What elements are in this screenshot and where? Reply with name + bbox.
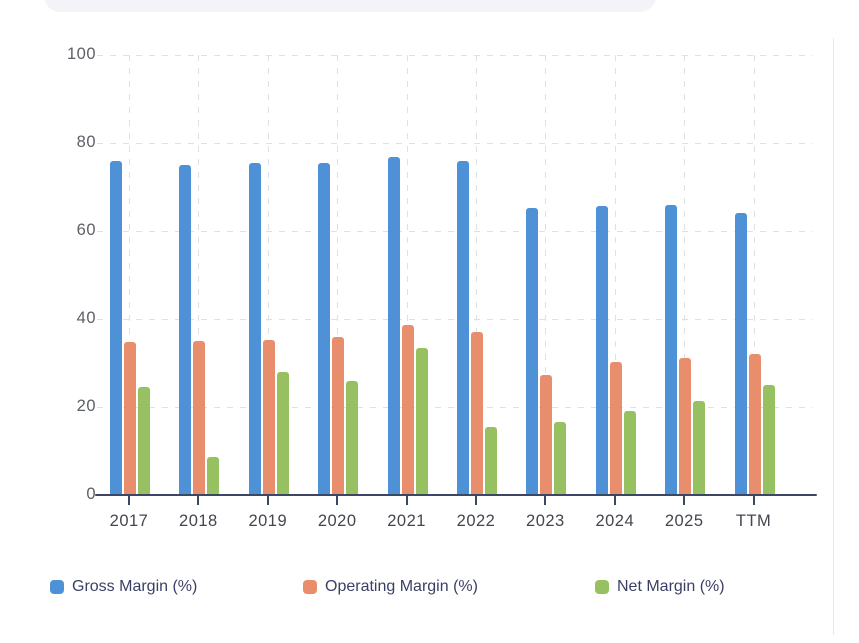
operating-margin-bar-TTM[interactable] xyxy=(748,354,761,495)
net-margin-bar-2020[interactable] xyxy=(346,380,359,495)
x-axis-tick-2025 xyxy=(683,496,686,505)
x-axis-label-2022: 2022 xyxy=(456,512,496,530)
net-margin-swatch-icon xyxy=(595,580,609,594)
x-axis-label-2017: 2017 xyxy=(109,512,149,530)
gross-margin-swatch-icon xyxy=(50,580,64,594)
x-axis-tick-2022 xyxy=(475,496,477,505)
operating-margin-bar-2022[interactable] xyxy=(471,332,483,495)
x-axis-label-2025: 2025 xyxy=(664,512,704,530)
x-axis-tick-TTM xyxy=(752,496,755,505)
x-axis-label-2018: 2018 xyxy=(179,512,218,530)
net-margin-bar-2017[interactable] xyxy=(138,387,150,495)
toolbar-card xyxy=(44,0,656,12)
x-axis-label-2024: 2024 xyxy=(595,512,635,530)
gross-margin-bar-2017[interactable] xyxy=(110,161,122,495)
y-axis-label-20: 20 xyxy=(76,397,96,415)
gridline-x-2023 xyxy=(545,55,547,494)
x-axis-tick-2023 xyxy=(544,496,547,505)
net-margin-bar-2018[interactable] xyxy=(207,456,220,495)
gross-margin-bar-TTM[interactable] xyxy=(734,212,747,495)
x-axis-tick-2017 xyxy=(128,496,130,505)
y-axis-label-80: 80 xyxy=(76,133,96,151)
gridline-x-2022 xyxy=(476,55,477,494)
y-axis-label-100: 100 xyxy=(66,45,96,63)
gross-margin-bar-2022[interactable] xyxy=(457,161,469,495)
y-axis-label-60: 60 xyxy=(76,221,96,239)
gross-margin-bar-2024[interactable] xyxy=(595,206,608,495)
legend-label-net-margin: Net Margin (%) xyxy=(617,578,725,595)
gridline-x-2025 xyxy=(684,55,686,494)
legend-label-gross-margin: Gross Margin (%) xyxy=(72,578,198,595)
gross-margin-bar-2023[interactable] xyxy=(526,207,539,495)
operating-margin-bar-2020[interactable] xyxy=(332,336,345,495)
x-axis-label-2019: 2019 xyxy=(248,512,288,530)
y-axis-label-40: 40 xyxy=(76,309,96,327)
gridline-x-2020 xyxy=(337,55,339,494)
gridline-y-40 xyxy=(97,319,813,320)
net-margin-bar-2024[interactable] xyxy=(623,410,636,495)
x-axis-tick-2020 xyxy=(336,496,339,505)
operating-margin-bar-2023[interactable] xyxy=(540,375,553,495)
net-margin-bar-2025[interactable] xyxy=(693,400,706,495)
x-axis-label-2020: 2020 xyxy=(317,512,357,530)
gross-margin-bar-2020[interactable] xyxy=(318,163,331,495)
plot-area xyxy=(97,55,813,495)
legend-label-operating-margin: Operating Margin (%) xyxy=(325,578,478,595)
y-axis-label-0: 0 xyxy=(86,485,96,503)
x-axis-line xyxy=(95,494,817,496)
gross-margin-bar-2025[interactable] xyxy=(665,204,678,495)
gross-margin-bar-2019[interactable] xyxy=(248,163,261,495)
operating-margin-bar-2024[interactable] xyxy=(609,362,622,495)
operating-margin-bar-2021[interactable] xyxy=(401,325,414,495)
gridline-x-2017 xyxy=(129,55,130,494)
operating-margin-bar-2017[interactable] xyxy=(124,341,136,495)
gridline-x-TTM xyxy=(753,55,755,494)
operating-margin-bar-2025[interactable] xyxy=(679,357,692,495)
x-axis-label-2021: 2021 xyxy=(387,512,426,530)
operating-margin-bar-2018[interactable] xyxy=(193,341,206,495)
operating-margin-bar-2019[interactable] xyxy=(262,339,275,495)
legend-item-net-margin[interactable]: Net Margin (%) xyxy=(595,578,725,596)
x-axis-tick-2024 xyxy=(613,496,616,505)
gridline-x-2024 xyxy=(614,55,616,494)
x-axis-tick-2021 xyxy=(405,496,408,505)
gridline-y-100 xyxy=(97,55,813,56)
gridline-y-20 xyxy=(97,407,813,408)
gridline-y-80 xyxy=(97,143,813,144)
gross-margin-bar-2018[interactable] xyxy=(179,165,192,495)
net-margin-bar-TTM[interactable] xyxy=(762,384,775,495)
gridline-x-2018 xyxy=(198,55,200,494)
net-margin-bar-2023[interactable] xyxy=(554,421,567,495)
net-margin-bar-2021[interactable] xyxy=(415,347,428,495)
net-margin-bar-2019[interactable] xyxy=(276,372,289,495)
x-axis-label-2023: 2023 xyxy=(526,512,565,530)
x-axis-label-TTM: TTM xyxy=(735,512,772,530)
gross-margin-bar-2021[interactable] xyxy=(387,156,400,495)
x-axis-tick-2018 xyxy=(197,496,200,505)
x-axis-tick-2019 xyxy=(266,496,269,505)
legend-item-operating-margin[interactable]: Operating Margin (%) xyxy=(303,578,478,596)
net-margin-bar-2022[interactable] xyxy=(485,426,497,495)
right-divider xyxy=(833,38,834,635)
operating-margin-swatch-icon xyxy=(303,580,317,594)
chart-legend: Gross Margin (%) Operating Margin (%) Ne… xyxy=(0,578,859,598)
gridline-y-60 xyxy=(97,231,813,232)
gridline-x-2021 xyxy=(406,55,408,494)
gridline-x-2019 xyxy=(267,55,269,494)
legend-item-gross-margin[interactable]: Gross Margin (%) xyxy=(50,578,197,596)
